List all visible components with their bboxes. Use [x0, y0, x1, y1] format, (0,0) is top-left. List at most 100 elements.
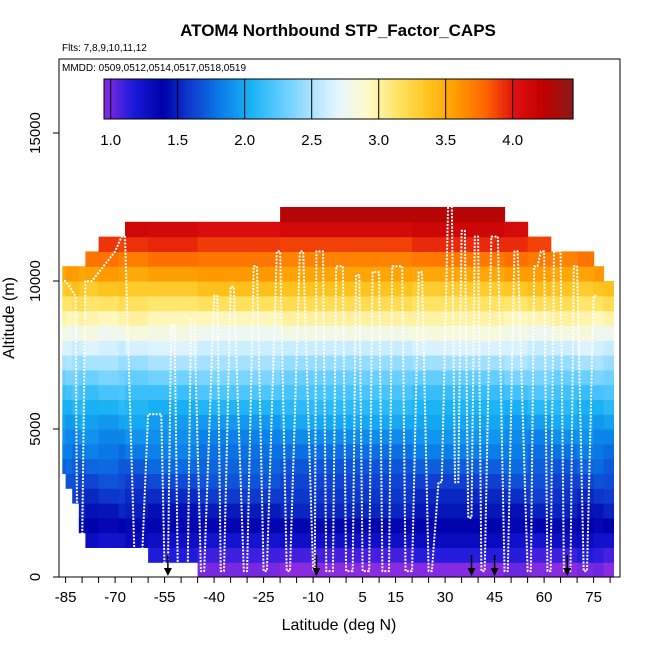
heat-cell [527, 488, 552, 504]
heat-cell [62, 399, 67, 415]
heat-cell [550, 355, 578, 371]
colorbar-swatch [303, 79, 307, 119]
heat-cell [504, 429, 529, 445]
heat-cell [72, 266, 80, 282]
colorbar-swatch [479, 79, 483, 119]
x-tick-label: -10 [302, 589, 324, 606]
profile-arrow-head [563, 568, 572, 576]
heat-cell [98, 325, 119, 341]
heat-cell [197, 562, 281, 578]
heat-cell [72, 458, 80, 474]
heat-cell [603, 517, 614, 534]
colorbar-swatch [206, 79, 211, 119]
heat-cell [85, 488, 100, 504]
heat-cell [78, 295, 86, 312]
heat-cell [197, 517, 281, 534]
heat-cell [593, 310, 605, 326]
heat-cell [65, 384, 73, 400]
colorbar-swatch [347, 79, 351, 119]
heat-cell [85, 458, 100, 474]
heat-cell [72, 488, 80, 504]
heat-cell [593, 325, 605, 341]
heat-cell [577, 281, 595, 297]
heat-cell [125, 473, 149, 489]
colorbar-swatch [268, 79, 272, 119]
colorbar-swatch [235, 79, 240, 119]
heat-cell [504, 266, 529, 282]
heat-cell [412, 384, 506, 400]
colorbar-swatch [341, 79, 345, 119]
heat-cell [504, 488, 529, 504]
heat-cell [527, 236, 552, 252]
colorbar-swatch [124, 79, 129, 119]
colorbar-swatch [555, 79, 559, 119]
heat-cell [85, 325, 100, 341]
heat-cell [577, 340, 595, 356]
heat-cell [577, 310, 595, 326]
heat-cell [118, 295, 126, 312]
heat-cell [125, 236, 149, 252]
heat-cell [85, 517, 100, 534]
colorbar-swatch [344, 79, 348, 119]
colorbar-swatch [294, 79, 299, 119]
colorbar-swatch [265, 79, 269, 119]
colorbar-swatch [400, 79, 404, 119]
colorbar-swatch [499, 79, 504, 119]
x-tick-label: -55 [154, 589, 176, 606]
heat-cell [62, 414, 67, 430]
colorbar-swatch [171, 79, 175, 119]
heat-cell [577, 295, 595, 312]
heat-cell [125, 414, 149, 430]
y-tick-label: 5000 [27, 412, 44, 445]
heat-cell [118, 266, 126, 282]
heat-cell [148, 355, 199, 371]
heat-cell [118, 429, 126, 445]
heat-cell [72, 369, 80, 386]
heat-cell [98, 340, 119, 356]
heat-cell [603, 384, 614, 400]
heat-cell [412, 340, 506, 356]
heat-cell [504, 355, 529, 371]
colorbar-swatch [224, 79, 228, 119]
heat-cell [98, 295, 119, 312]
heat-cell [148, 251, 199, 267]
heat-cell [593, 458, 605, 474]
heat-cell [125, 325, 149, 341]
heat-cell [504, 473, 529, 489]
colorbar-swatch [288, 79, 293, 119]
colorbar-swatch [511, 79, 515, 119]
heat-cell [125, 281, 149, 297]
colorbar-swatch [106, 79, 111, 119]
heat-cell [125, 310, 149, 326]
colorbar-swatch [306, 79, 310, 119]
heat-cell [280, 429, 413, 445]
colorbar-swatch [493, 79, 498, 119]
heat-cell [62, 340, 67, 356]
colorbar-swatch [203, 79, 208, 119]
heat-cell [504, 310, 529, 326]
colorbar-swatch [230, 79, 234, 119]
heat-cell [197, 281, 281, 297]
colorbar-swatch [191, 79, 196, 119]
plot-area [62, 191, 614, 578]
colorbar-swatch [561, 79, 565, 119]
heat-cell [98, 458, 119, 474]
heat-cell [98, 310, 119, 326]
colorbar-swatch [309, 79, 313, 119]
heat-cell [85, 384, 100, 400]
heat-cell [504, 399, 529, 415]
heat-cell [148, 429, 199, 445]
heat-cell [65, 266, 73, 282]
heat-cell [148, 325, 199, 341]
heat-cell [85, 369, 100, 386]
colorbar-swatch [367, 79, 372, 119]
heat-cell [118, 355, 126, 371]
flights-label: Flts: 7,8,9,10,11,12 [62, 43, 147, 54]
heat-cell [197, 532, 281, 548]
heat-cell [125, 221, 149, 238]
heat-cell [504, 414, 529, 430]
colorbar-swatch [531, 79, 536, 119]
heat-cell [603, 399, 614, 415]
colorbar-swatch [338, 79, 343, 119]
heat-cell [125, 369, 149, 386]
